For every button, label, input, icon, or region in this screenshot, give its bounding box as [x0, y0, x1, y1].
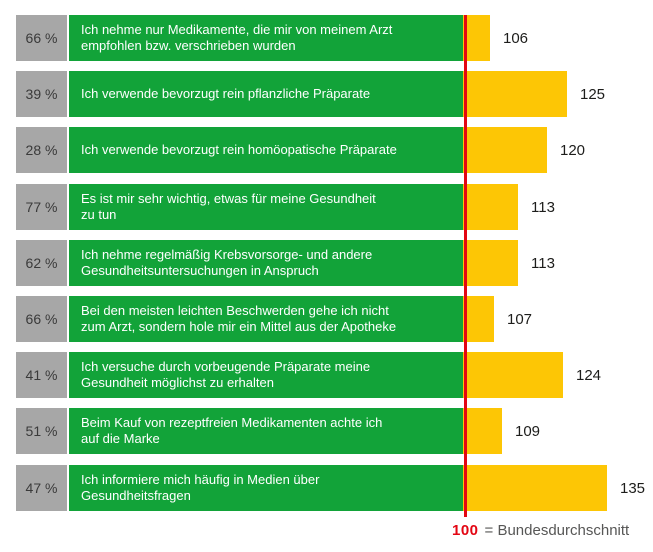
index-value-label: 120: [560, 141, 586, 159]
percent-box: 66 %: [16, 296, 67, 342]
percent-label: 66 %: [25, 30, 58, 46]
index-value-bar: [463, 15, 490, 61]
index-value-bar: [463, 127, 547, 173]
legend-reference-label: = Bundesdurchschnitt: [484, 521, 630, 539]
legend-reference-value: 100: [452, 521, 479, 539]
percent-label: 39 %: [25, 86, 58, 102]
percent-box: 51 %: [16, 408, 67, 454]
statement-bar: Ich informiere mich häufig in Medien übe…: [69, 465, 463, 511]
statement-line-1: Ich verwende bevorzugt rein homöopatisch…: [81, 142, 397, 157]
statement-line-1: Es ist mir sehr wichtig, etwas für meine…: [81, 191, 376, 206]
legend: 100 = Bundesdurchschnitt: [452, 521, 629, 539]
percent-label: 77 %: [25, 199, 58, 215]
statement-line-2: empfohlen bzw. verschrieben wurden: [81, 38, 296, 53]
statement-bar: Bei den meisten leichten Beschwerden geh…: [69, 296, 463, 342]
percent-box: 66 %: [16, 15, 67, 61]
statement-line-2: zum Arzt, sondern hole mir ein Mittel au…: [81, 319, 397, 334]
index-value-bar: [463, 296, 494, 342]
percent-box: 28 %: [16, 127, 67, 173]
statement-bar: Es ist mir sehr wichtig, etwas für meine…: [69, 184, 463, 230]
percent-box: 62 %: [16, 240, 67, 286]
percent-box: 41 %: [16, 352, 67, 398]
statement-bar: Ich nehme regelmäßig Krebsvorsorge- und …: [69, 240, 463, 286]
percent-box: 39 %: [16, 71, 67, 117]
reference-line-100: [464, 15, 467, 517]
percent-label: 28 %: [25, 142, 58, 158]
index-value-label: 106: [503, 29, 529, 47]
statement-bar: Ich versuche durch vorbeugende Präparate…: [69, 352, 463, 398]
statement-line-1: Ich versuche durch vorbeugende Präparate…: [81, 359, 371, 374]
index-value-label: 107: [507, 310, 533, 328]
statement-line-1: Ich informiere mich häufig in Medien übe…: [81, 472, 320, 487]
statement-bar: Ich verwende bevorzugt rein homöopatisch…: [69, 127, 463, 173]
index-value-label: 113: [531, 254, 555, 272]
index-value-label: 135: [620, 479, 646, 497]
index-value-label: 113: [531, 198, 555, 216]
statement-line-2: auf die Marke: [81, 431, 160, 446]
statement-bar: Ich nehme nur Medikamente, die mir von m…: [69, 15, 463, 61]
index-value-label: 125: [580, 85, 606, 103]
index-value-bar: [463, 184, 518, 230]
index-value-label: 124: [576, 366, 602, 384]
statement-line-1: Ich verwende bevorzugt rein pflanzliche …: [81, 86, 371, 101]
percent-box: 77 %: [16, 184, 67, 230]
statement-line-2: zu tun: [81, 207, 117, 222]
percent-label: 51 %: [25, 423, 58, 439]
index-value-bar: [463, 465, 607, 511]
statement-line-1: Ich nehme nur Medikamente, die mir von m…: [81, 22, 393, 37]
statement-line-2: Gesundheitsfragen: [81, 488, 191, 503]
statement-bar: Ich verwende bevorzugt rein pflanzliche …: [69, 71, 463, 117]
percent-box: 47 %: [16, 465, 67, 511]
index-value-label: 109: [515, 422, 541, 440]
statement-line-1: Beim Kauf von rezeptfreien Medikamenten …: [81, 415, 383, 430]
statement-line-2: Gesundheitsuntersuchungen in Anspruch: [81, 263, 319, 278]
statement-bar: Beim Kauf von rezeptfreien Medikamenten …: [69, 408, 463, 454]
index-value-bar: [463, 408, 502, 454]
index-value-bar: [463, 240, 518, 286]
percent-label: 41 %: [25, 367, 58, 383]
statement-line-1: Ich nehme regelmäßig Krebsvorsorge- und …: [81, 247, 373, 262]
statement-line-2: Gesundheit möglichst zu erhalten: [81, 375, 274, 390]
percent-label: 62 %: [25, 255, 58, 271]
statement-line-1: Bei den meisten leichten Beschwerden geh…: [81, 303, 389, 318]
index-value-bar: [463, 71, 567, 117]
percent-label: 66 %: [25, 311, 58, 327]
percent-label: 47 %: [25, 480, 58, 496]
index-value-bar: [463, 352, 563, 398]
